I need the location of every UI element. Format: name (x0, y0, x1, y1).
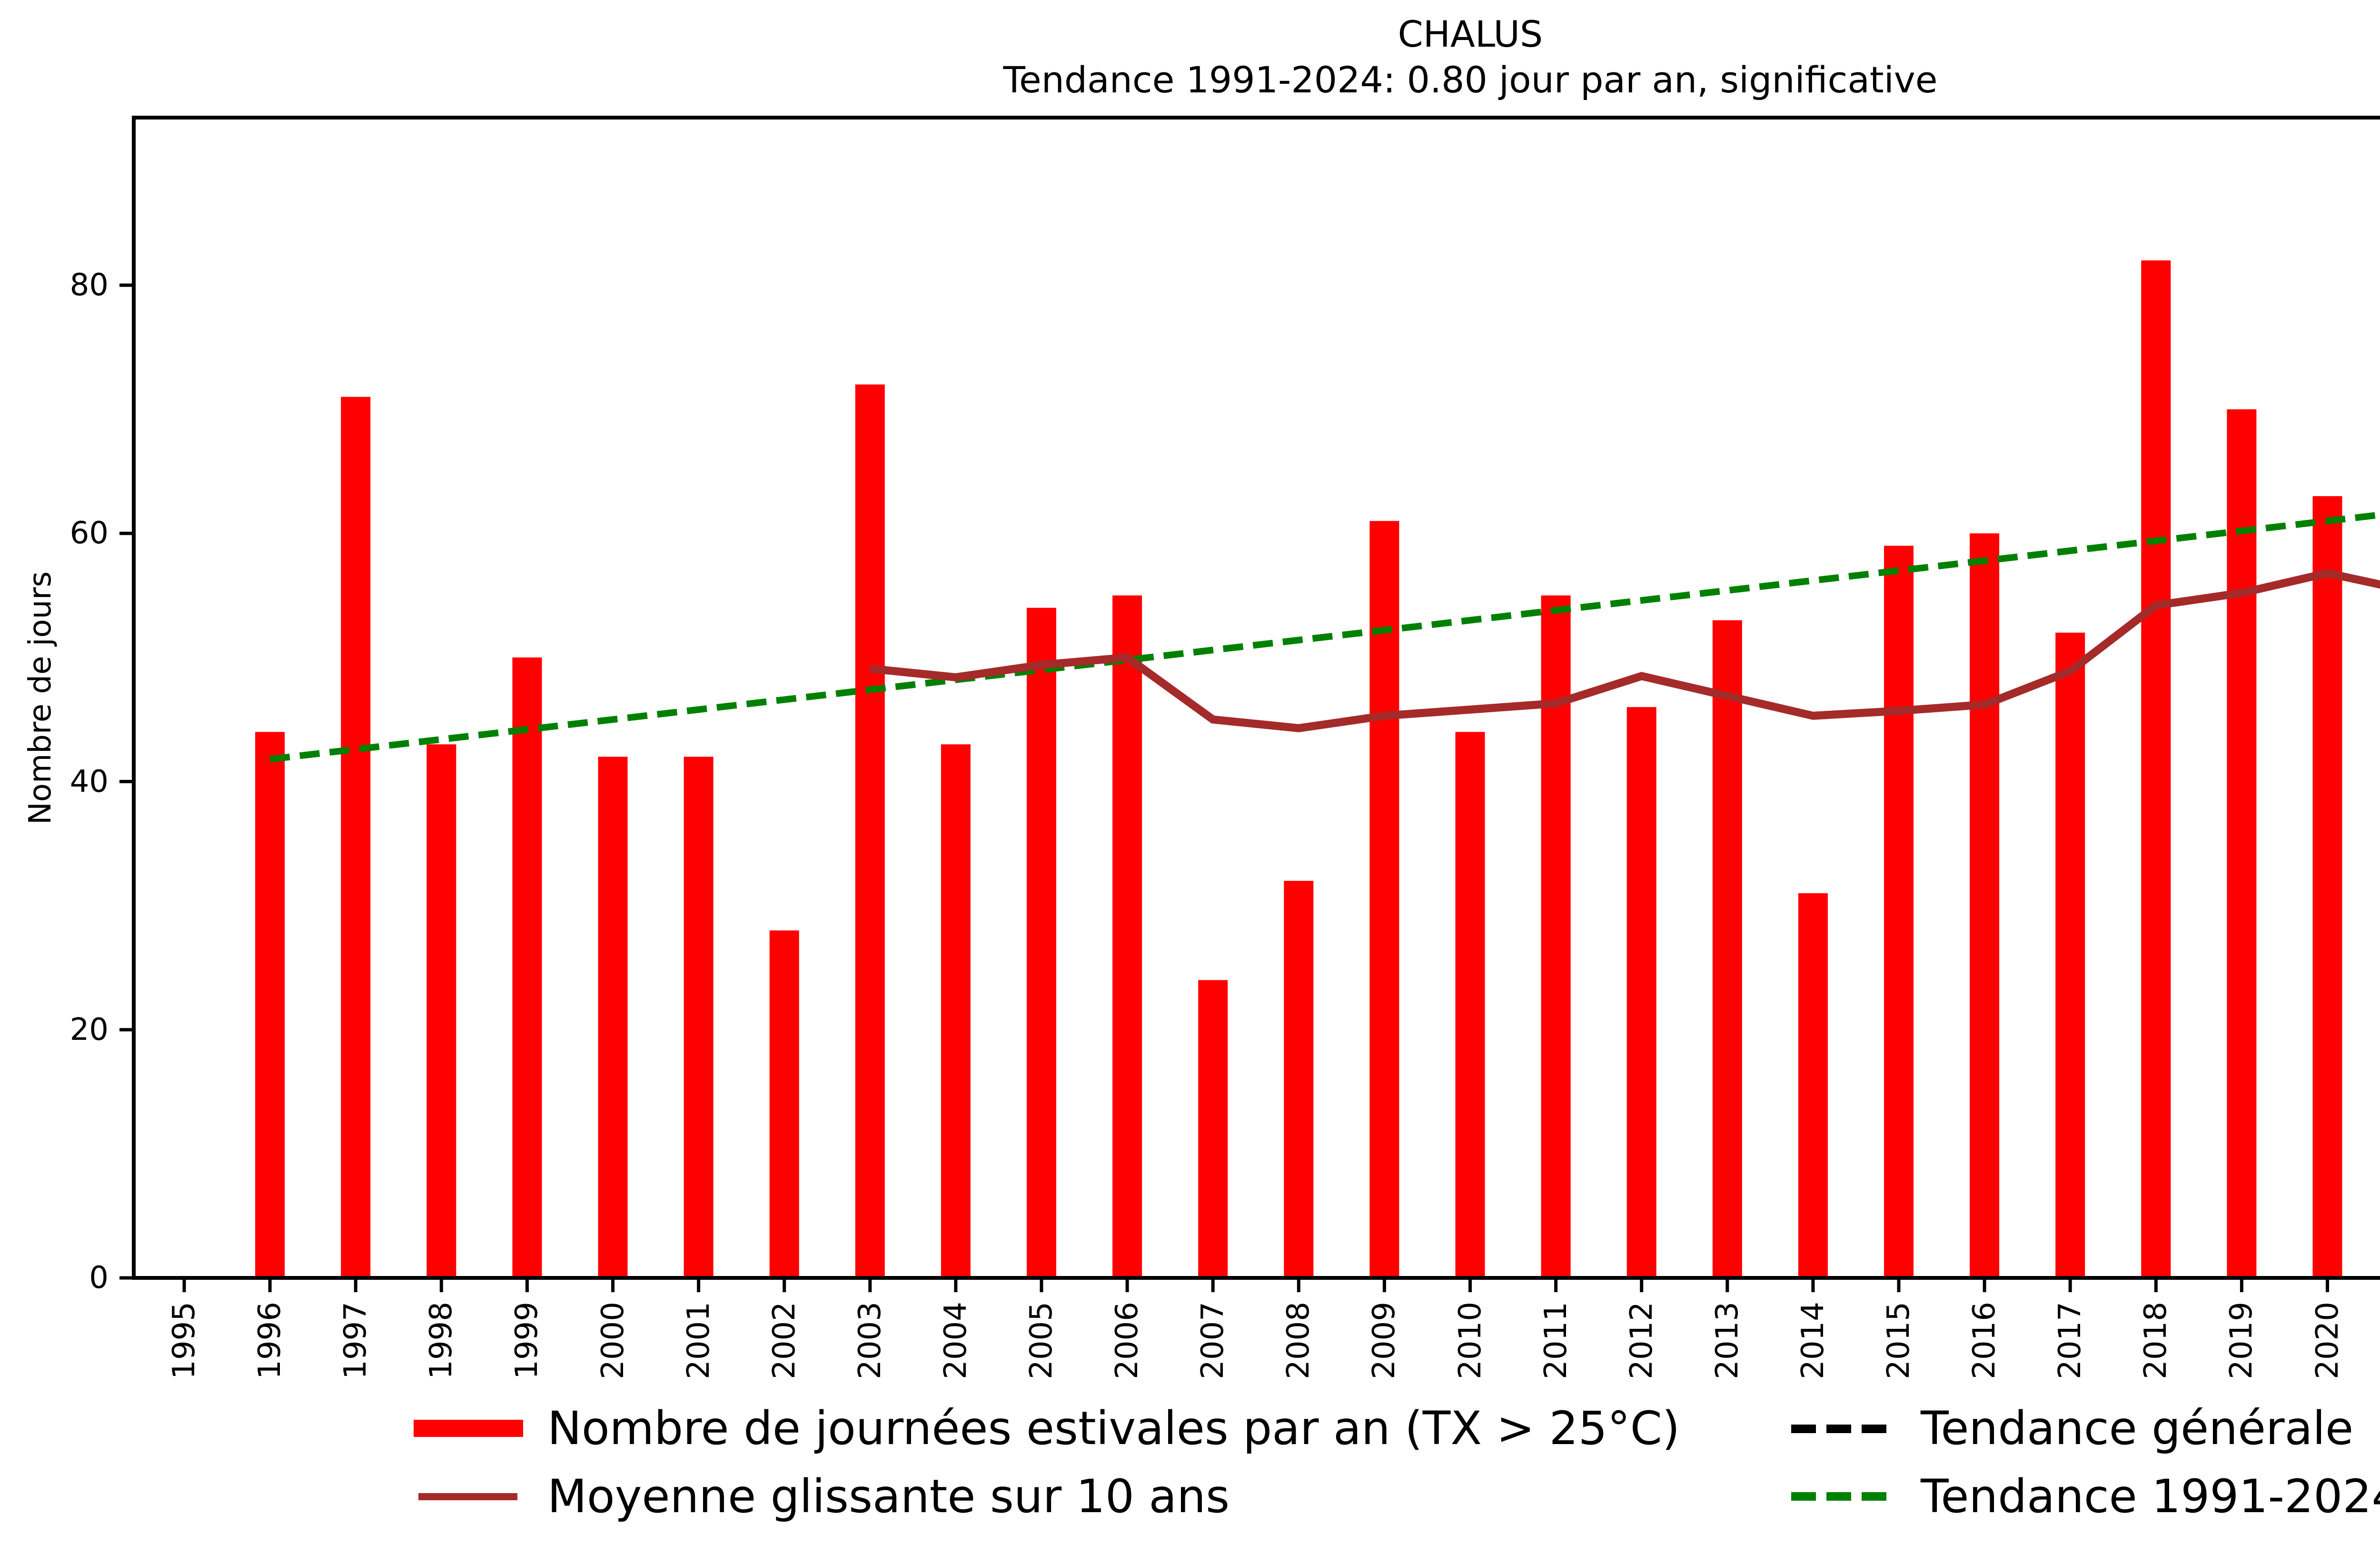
x-tick-label-1996: 1996 (252, 1302, 288, 1379)
legend-swatch-trend-1991-2024 (1791, 1492, 1886, 1501)
bar-2005 (1027, 608, 1056, 1278)
bar-2011 (1541, 595, 1571, 1278)
legend-swatch-trend-general (1791, 1425, 1886, 1433)
x-tick-label-2018: 2018 (2138, 1302, 2174, 1379)
bar-2004 (941, 744, 971, 1278)
x-tick-label-2020: 2020 (2310, 1302, 2345, 1379)
x-tick-label-2001: 2001 (681, 1302, 716, 1379)
bar-2008 (1284, 881, 1314, 1278)
x-tick-label-2003: 2003 (852, 1302, 888, 1379)
bar-2003 (855, 384, 885, 1278)
tick-marks-group (119, 283, 2329, 1292)
y-tick-label-0: 0 (89, 1260, 109, 1296)
legend-swatch-moving-average (418, 1493, 517, 1500)
x-tick-label-2014: 2014 (1795, 1302, 1831, 1379)
bar-1997 (341, 397, 371, 1278)
bar-2013 (1712, 620, 1742, 1278)
x-tick-label-2011: 2011 (1538, 1302, 1574, 1379)
moving-average-line (869, 568, 2380, 732)
legend-label-moving-average: Moyenne glissante sur 10 ans (547, 1470, 1230, 1523)
line-group (269, 511, 2380, 763)
bar-2010 (1455, 732, 1485, 1278)
x-tick-label-2009: 2009 (1367, 1302, 1402, 1379)
legend-label-trend-1991-2024: Tendance 1991-2024 (1921, 1470, 2380, 1523)
x-tick-label-1998: 1998 (424, 1302, 459, 1379)
trend-line-1991-2024 (269, 511, 2380, 763)
bar-2006 (1112, 595, 1142, 1278)
bar-2019 (2227, 409, 2257, 1278)
x-tick-label-2007: 2007 (1195, 1302, 1231, 1379)
y-tick-label-60: 60 (69, 516, 109, 551)
bar-1996 (255, 732, 285, 1278)
legend-swatch-bars (414, 1420, 523, 1437)
x-tick-label-1999: 1999 (509, 1302, 545, 1379)
x-tick-label-2012: 2012 (1624, 1302, 1659, 1379)
x-tick-label-2004: 2004 (938, 1302, 973, 1379)
x-tick-label-1997: 1997 (338, 1302, 374, 1379)
y-tick-label-20: 20 (69, 1012, 109, 1047)
x-tick-label-2010: 2010 (1452, 1302, 1488, 1379)
x-tick-label-2019: 2019 (2224, 1302, 2260, 1379)
x-tick-label-1995: 1995 (167, 1302, 202, 1379)
bar-2015 (1884, 546, 1914, 1278)
bar-2014 (1798, 893, 1828, 1278)
legend-label-trend-general: Tendance générale (1921, 1402, 2354, 1455)
bar-2016 (1970, 533, 2000, 1278)
bar-1998 (426, 744, 456, 1278)
bar-2018 (2141, 260, 2171, 1278)
bar-2017 (2055, 632, 2085, 1278)
x-tick-label-2016: 2016 (1967, 1302, 2003, 1379)
x-tick-label-2008: 2008 (1281, 1302, 1317, 1379)
legend-label-bars: Nombre de journées estivales par an (TX … (547, 1402, 1680, 1455)
chart-title: CHALUS (1398, 13, 1543, 55)
bar-2000 (598, 757, 628, 1278)
y-tick-label-40: 40 (69, 764, 109, 799)
bar-1999 (512, 657, 542, 1278)
chart-subtitle: Tendance 1991-2024: 0.80 jour par an, si… (1003, 59, 1938, 101)
bar-group (255, 260, 2342, 1278)
x-tick-label-2005: 2005 (1024, 1302, 1059, 1379)
x-tick-label-2006: 2006 (1110, 1302, 1145, 1379)
x-tick-label-2013: 2013 (1709, 1302, 1745, 1379)
y-tick-label-80: 80 (69, 268, 109, 303)
x-tick-label-2002: 2002 (766, 1302, 802, 1379)
bar-2002 (769, 930, 799, 1278)
bar-2020 (2312, 496, 2342, 1278)
bar-2007 (1198, 980, 1228, 1278)
x-tick-label-2015: 2015 (1881, 1302, 1916, 1379)
bar-2001 (684, 757, 714, 1278)
axes-spines (132, 116, 2380, 1280)
x-tick-label-2017: 2017 (2053, 1302, 2088, 1379)
bar-2012 (1626, 707, 1656, 1278)
x-tick-label-2000: 2000 (595, 1302, 631, 1379)
bar-2009 (1369, 521, 1399, 1278)
